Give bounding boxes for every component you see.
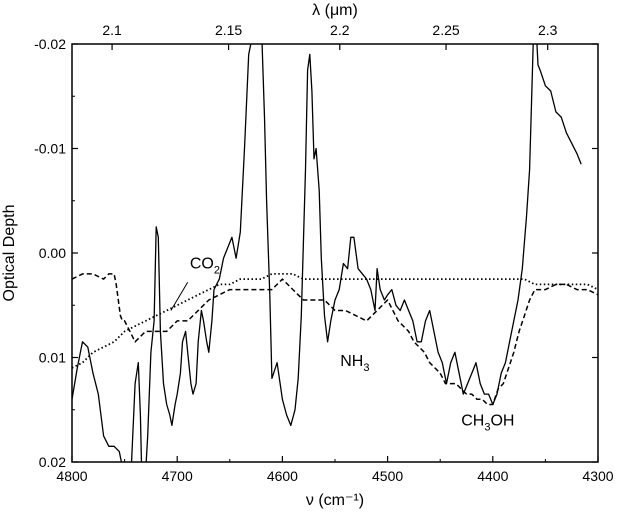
top-axis-title: λ (μm): [312, 2, 358, 19]
y-axis-title: Optical Depth: [1, 205, 18, 302]
annotation-label: CO2: [190, 256, 220, 277]
x-tick-label: 4300: [582, 468, 613, 484]
annotations-layer: CO2 NH3 CH3OH: [170, 256, 514, 433]
x-tick-label: 4600: [267, 468, 298, 484]
x-tick-label: 4400: [477, 468, 508, 484]
series-layer: [72, 44, 598, 462]
y-tick-label: 0.02: [39, 454, 66, 470]
series-line-solid: [72, 44, 582, 462]
series-line-dashed: [72, 273, 598, 406]
x-axis-title: ν (cm⁻¹): [306, 492, 364, 509]
series-line-dotted: [72, 273, 598, 369]
plot-frame: [71, 43, 599, 463]
y-tick-label: -0.01: [34, 141, 66, 157]
top-tick-label: 2.2: [330, 22, 350, 38]
x-tick-label: 4700: [162, 468, 193, 484]
y-tick-label: 0.00: [39, 245, 66, 261]
ticks-layer: 4800 4700 4600 4500 4400 4300 -0.02 -0.01 0.00 0.…: [34, 22, 614, 484]
co2-pointer-line: [170, 282, 189, 311]
top-tick-label: 2.25: [432, 22, 459, 38]
top-tick-label: 2.15: [215, 22, 242, 38]
top-tick-label: 2.1: [102, 22, 122, 38]
x-tick-label: 4800: [56, 468, 87, 484]
top-tick-label: 2.3: [538, 22, 558, 38]
y-tick-label: -0.02: [34, 36, 66, 52]
x-tick-label: 4500: [372, 468, 403, 484]
y-tick-label: 0.01: [39, 350, 66, 366]
annotation-label: CH3OH: [461, 412, 514, 433]
annotation-label: NH3: [340, 353, 369, 374]
